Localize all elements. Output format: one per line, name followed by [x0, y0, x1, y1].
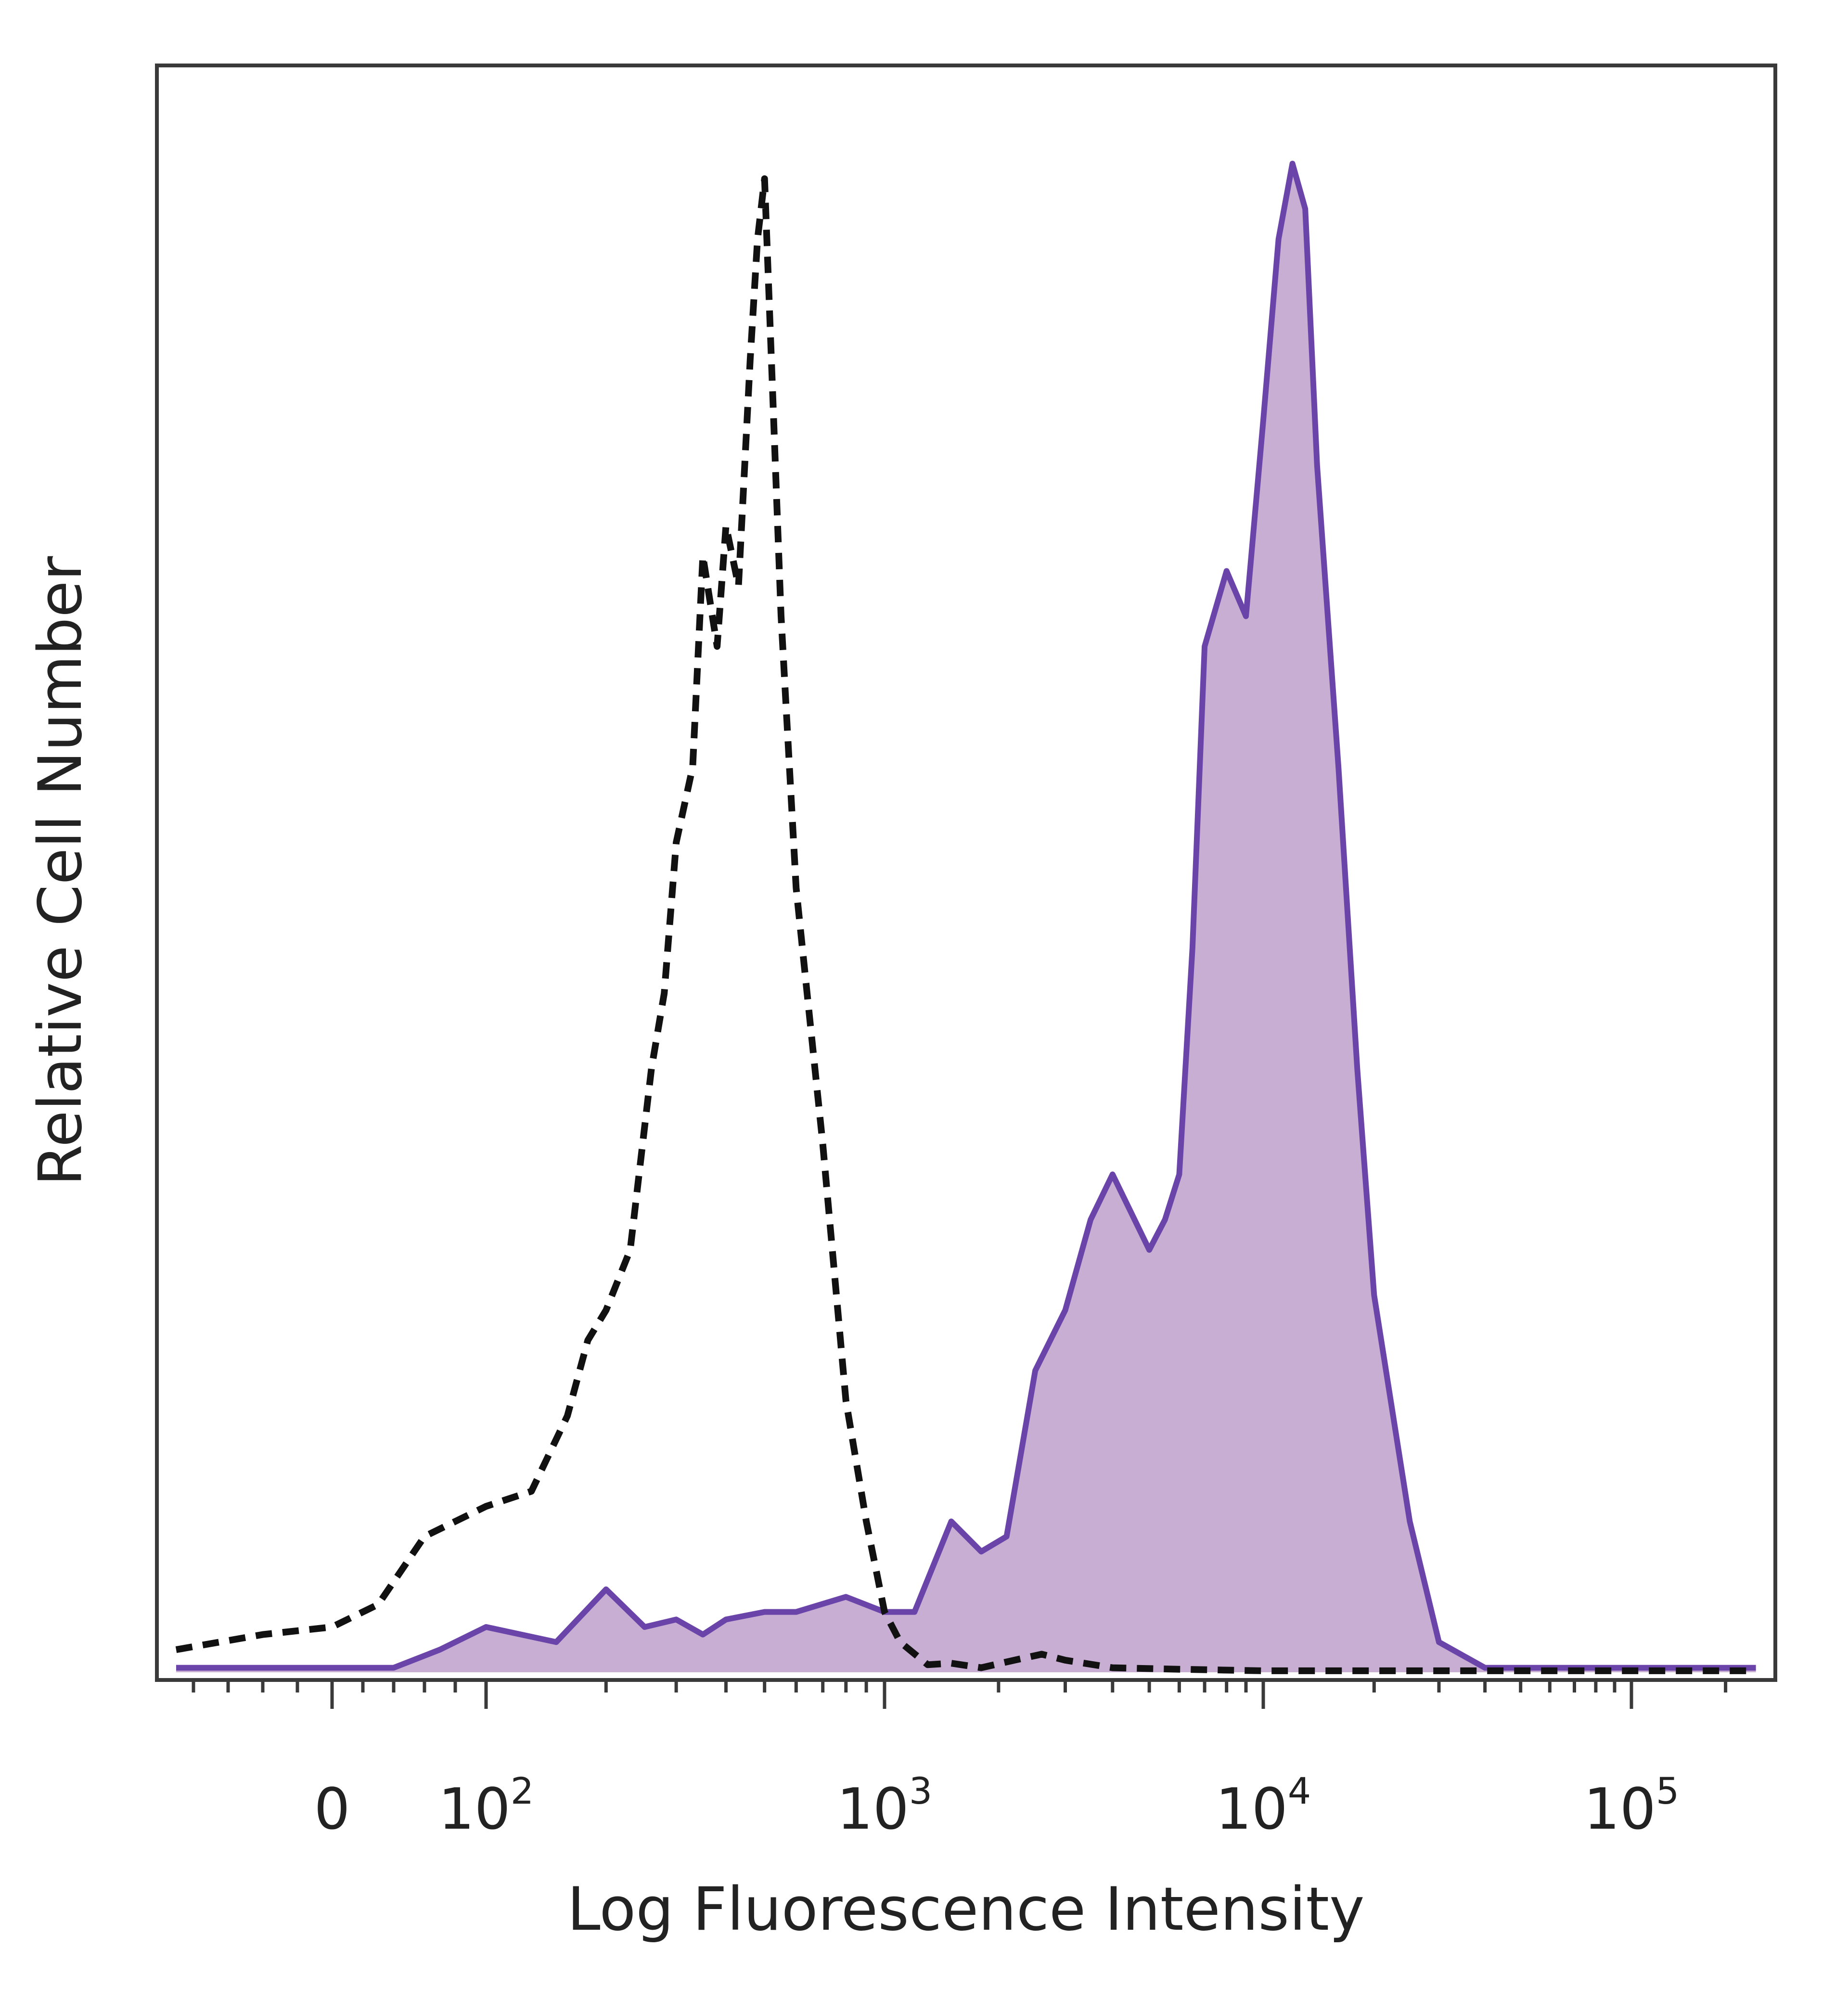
x-axis-ticks — [192, 1680, 1728, 1709]
x-tick-label-base: 10 — [1584, 1776, 1656, 1842]
stained-sample-line — [176, 161, 1756, 1671]
x-axis-label: Log Fluorescence Intensity — [567, 1875, 1365, 1944]
isotype-control-line — [175, 175, 1756, 1674]
x-tick-label-base: 10 — [837, 1776, 909, 1842]
x-tick-label: 0 — [314, 1776, 350, 1842]
x-tick-label-base: 10 — [1216, 1776, 1288, 1842]
x-tick-label: 103 — [837, 1769, 933, 1842]
x-tick-label: 105 — [1584, 1769, 1680, 1842]
series-layer — [175, 161, 1756, 1674]
x-tick-label-exponent: 4 — [1288, 1769, 1311, 1812]
stained-sample-area — [176, 164, 1756, 1672]
x-tick-label-base: 10 — [438, 1776, 511, 1842]
x-tick-label-base: 0 — [314, 1776, 350, 1842]
plot-frame — [155, 64, 1777, 1682]
x-tick-label-exponent: 2 — [511, 1769, 534, 1812]
x-tick-label-exponent: 5 — [1656, 1769, 1679, 1812]
x-tick-label: 102 — [438, 1769, 534, 1842]
y-axis-label: Relative Cell Number — [26, 556, 95, 1186]
x-tick-label-exponent: 3 — [909, 1769, 932, 1812]
x-axis-tick-labels: 0 102 103 104 105 — [314, 1769, 1679, 1842]
x-tick-label: 104 — [1216, 1769, 1311, 1842]
